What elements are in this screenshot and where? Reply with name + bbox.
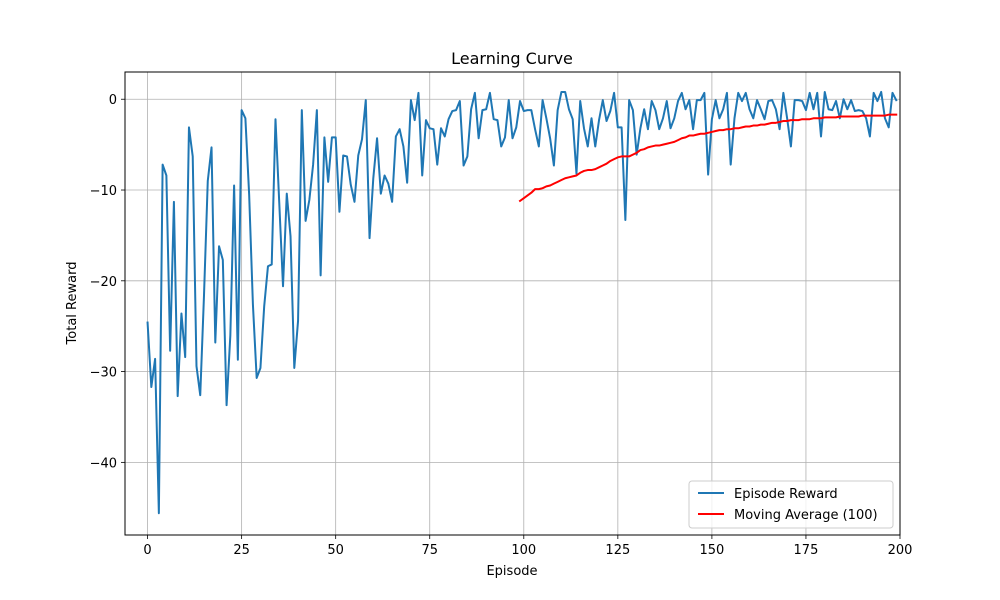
grid-lines bbox=[125, 72, 901, 535]
y-tick-label: −30 bbox=[90, 366, 117, 381]
x-tick-label: 200 bbox=[888, 543, 913, 558]
x-tick-label: 25 bbox=[233, 543, 250, 558]
y-axis-label: Total Reward bbox=[65, 262, 80, 346]
x-tick-label: 50 bbox=[327, 543, 344, 558]
x-tick-label: 75 bbox=[421, 543, 438, 558]
series-layer bbox=[146, 90, 898, 515]
x-axis-ticks: 0 25 50 75 100 125 150 175 200 bbox=[143, 535, 912, 558]
plot-frame bbox=[124, 71, 901, 536]
legend-box bbox=[688, 480, 894, 529]
x-axis-label: Episode bbox=[486, 564, 537, 579]
y-tick-label: −20 bbox=[90, 275, 117, 290]
x-tick-label: 150 bbox=[699, 543, 724, 558]
y-tick-label: 0 bbox=[109, 93, 117, 108]
x-tick-label: 0 bbox=[143, 543, 151, 558]
legend-label-moving-average: Moving Average (100) bbox=[734, 508, 878, 523]
legend-label-episode-reward: Episode Reward bbox=[734, 487, 838, 502]
x-tick-label: 175 bbox=[794, 543, 819, 558]
x-tick-label: 125 bbox=[605, 543, 630, 558]
episode-reward-line bbox=[146, 90, 898, 515]
chart-title: Learning Curve bbox=[451, 49, 573, 68]
y-axis-ticks: 0 −10 −20 −30 −40 bbox=[90, 93, 125, 471]
y-tick-label: −10 bbox=[90, 184, 117, 199]
moving-average-line bbox=[518, 113, 898, 203]
y-tick-label: −40 bbox=[90, 456, 117, 471]
legend: Episode Reward Moving Average (100) bbox=[688, 480, 894, 529]
x-tick-label: 100 bbox=[511, 543, 536, 558]
